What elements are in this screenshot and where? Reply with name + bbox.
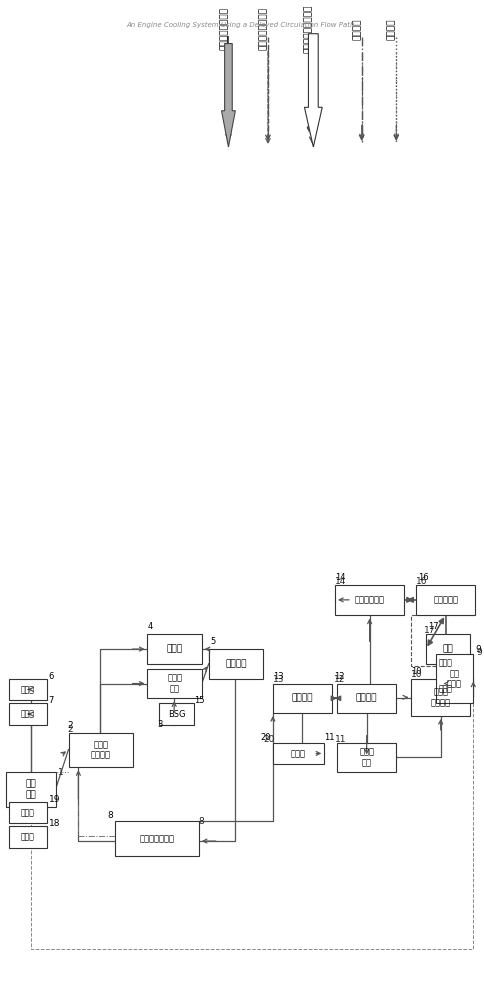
Text: 补水管路: 补水管路 xyxy=(353,18,362,40)
Text: 14: 14 xyxy=(335,577,347,586)
Text: 7: 7 xyxy=(49,696,54,705)
FancyBboxPatch shape xyxy=(411,679,470,716)
FancyBboxPatch shape xyxy=(9,802,47,823)
Text: 10: 10 xyxy=(411,670,423,679)
Text: 出水口: 出水口 xyxy=(439,684,453,693)
Text: 8: 8 xyxy=(199,817,205,826)
Text: 单向阀: 单向阀 xyxy=(21,710,35,719)
Text: 17: 17 xyxy=(428,622,439,631)
Text: 大循环冷却液流路: 大循环冷却液流路 xyxy=(219,7,228,50)
FancyBboxPatch shape xyxy=(337,743,396,772)
Text: 电子
节温器: 电子 节温器 xyxy=(447,669,462,688)
Text: 11: 11 xyxy=(325,733,335,742)
Text: 发动机
冷却液器: 发动机 冷却液器 xyxy=(91,740,111,760)
Text: 延迟循环冷却液流路: 延迟循环冷却液流路 xyxy=(303,5,312,53)
Text: 单流发
生器: 单流发 生器 xyxy=(359,748,374,767)
Polygon shape xyxy=(222,44,235,147)
Text: 15: 15 xyxy=(194,696,204,705)
FancyBboxPatch shape xyxy=(148,669,202,698)
FancyBboxPatch shape xyxy=(148,634,202,664)
Text: 16: 16 xyxy=(418,573,429,582)
Text: 2: 2 xyxy=(68,725,73,734)
Text: 液轮增压器: 液轮增压器 xyxy=(433,595,458,604)
Text: 排气管路: 排气管路 xyxy=(387,18,396,40)
Text: 缸盖水套: 缸盖水套 xyxy=(292,694,313,703)
FancyBboxPatch shape xyxy=(426,634,470,664)
Text: 1: 1 xyxy=(28,807,34,816)
Text: 2: 2 xyxy=(68,721,73,730)
Text: 12: 12 xyxy=(334,675,346,684)
Text: 电控辅助水泵: 电控辅助水泵 xyxy=(355,595,385,604)
Text: 20: 20 xyxy=(260,733,271,742)
FancyBboxPatch shape xyxy=(416,585,475,615)
FancyBboxPatch shape xyxy=(209,649,263,679)
Text: 13: 13 xyxy=(273,672,284,681)
Text: 单向阀: 单向阀 xyxy=(21,808,35,817)
Text: BSG: BSG xyxy=(168,710,185,719)
FancyBboxPatch shape xyxy=(69,733,133,767)
FancyBboxPatch shape xyxy=(115,821,199,856)
Text: 缸体水套: 缸体水套 xyxy=(356,694,378,703)
Text: 开关式
机械水泵: 开关式 机械水泵 xyxy=(431,688,451,707)
Text: 14: 14 xyxy=(335,573,346,582)
Text: 10: 10 xyxy=(411,667,422,676)
Text: 20: 20 xyxy=(263,735,274,744)
Text: 电子水泵: 电子水泵 xyxy=(225,659,246,668)
Text: 发动机冷却液器: 发动机冷却液器 xyxy=(139,834,174,843)
Text: 节流阀: 节流阀 xyxy=(21,833,35,842)
Text: 5: 5 xyxy=(211,637,216,646)
Text: 13: 13 xyxy=(273,675,285,684)
FancyBboxPatch shape xyxy=(273,684,332,713)
Text: 11: 11 xyxy=(335,735,347,744)
Text: 19: 19 xyxy=(49,795,60,804)
FancyBboxPatch shape xyxy=(9,826,47,848)
Polygon shape xyxy=(304,34,322,147)
Text: 16: 16 xyxy=(416,577,427,586)
Text: 小循环冷却液流路: 小循环冷却液流路 xyxy=(259,7,268,50)
FancyBboxPatch shape xyxy=(159,703,194,725)
FancyBboxPatch shape xyxy=(9,679,47,700)
Text: 进水口: 进水口 xyxy=(439,659,453,668)
Text: 9: 9 xyxy=(476,648,482,657)
Text: 3: 3 xyxy=(157,720,163,729)
FancyBboxPatch shape xyxy=(436,654,473,703)
FancyBboxPatch shape xyxy=(337,684,396,713)
FancyBboxPatch shape xyxy=(335,585,404,615)
Text: 1: 1 xyxy=(58,768,63,777)
Text: 4: 4 xyxy=(148,622,153,631)
Text: An Engine Cooling System Using a Delayed Circulation Flow Path: An Engine Cooling System Using a Delayed… xyxy=(126,22,355,28)
Text: 8: 8 xyxy=(107,811,113,820)
FancyBboxPatch shape xyxy=(6,772,56,807)
Text: 电机控
制器: 电机控 制器 xyxy=(167,674,182,693)
Text: 膨胀
水箱: 膨胀 水箱 xyxy=(26,780,36,799)
Text: 出水口: 出水口 xyxy=(291,749,306,758)
Text: 17: 17 xyxy=(424,626,436,635)
FancyBboxPatch shape xyxy=(9,703,47,725)
Text: 中冷器: 中冷器 xyxy=(166,645,182,654)
Text: 6: 6 xyxy=(49,672,54,681)
Text: 节流阀: 节流阀 xyxy=(21,685,35,694)
FancyBboxPatch shape xyxy=(273,743,324,764)
Text: 12: 12 xyxy=(334,672,345,681)
Text: 暖风: 暖风 xyxy=(443,645,454,654)
Text: 18: 18 xyxy=(49,819,60,828)
Text: 9: 9 xyxy=(475,645,481,654)
